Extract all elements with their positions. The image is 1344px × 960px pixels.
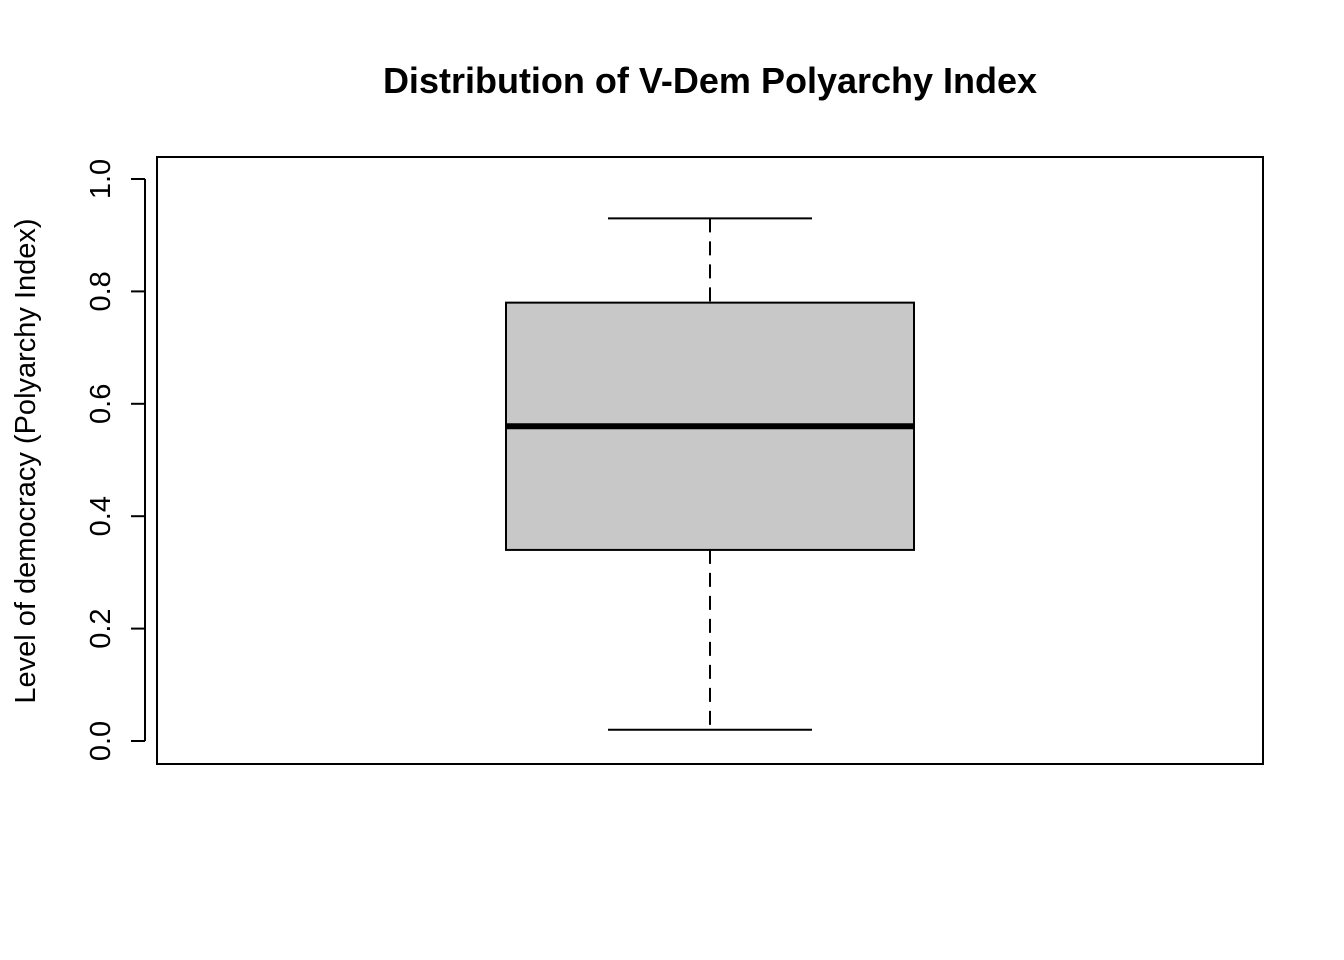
y-tick-label: 0.8 bbox=[85, 271, 117, 311]
y-tick-label: 0.6 bbox=[85, 384, 117, 424]
y-axis: 0.0 0.2 0.4 0.6 0.8 1.0 bbox=[85, 159, 146, 761]
y-tick-label: 1.0 bbox=[85, 159, 117, 199]
y-tick-label: 0.4 bbox=[85, 496, 117, 536]
box-group bbox=[505, 217, 915, 731]
plot-frame bbox=[156, 156, 1264, 765]
y-tick-label: 0.0 bbox=[85, 721, 117, 761]
chart-title: Distribution of V-Dem Polyarchy Index bbox=[383, 60, 1037, 101]
y-axis-label: Level of democracy (Polyarchy Index) bbox=[10, 218, 42, 703]
y-tick-label: 0.2 bbox=[85, 608, 117, 648]
